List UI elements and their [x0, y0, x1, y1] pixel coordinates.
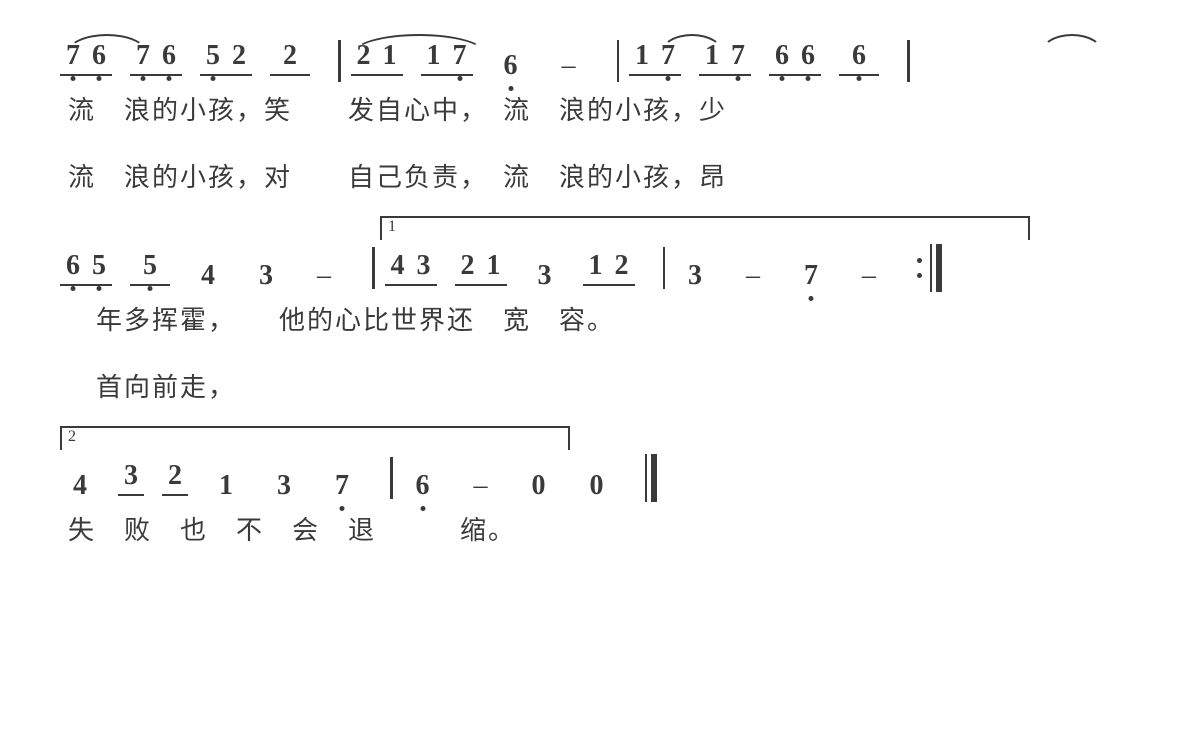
beam-group: 2	[162, 460, 188, 496]
note: 1	[629, 40, 655, 72]
notes-row: 65543–43213123–7–	[60, 244, 1140, 292]
beam-group: 17	[629, 40, 681, 76]
beam-group: 12	[583, 250, 635, 286]
notes-row: 4321376–00	[60, 454, 1140, 502]
note: 2	[226, 40, 252, 72]
note: 3	[264, 470, 304, 502]
note: 6	[491, 50, 531, 82]
note: 6	[60, 250, 86, 282]
beam-group: 17	[699, 40, 751, 76]
note: 6	[795, 40, 821, 72]
lyrics-line-1: 年多挥霍， 他的心比世界还 宽 容。	[60, 300, 1140, 337]
note: 7	[725, 40, 751, 72]
beam-group: 21	[351, 40, 403, 76]
note: 7	[655, 40, 681, 72]
note: 1	[481, 250, 507, 282]
barline	[390, 457, 393, 499]
beam-group: 66	[769, 40, 821, 76]
note: –	[849, 260, 889, 292]
note: –	[304, 260, 344, 292]
note: 6	[769, 40, 795, 72]
note: 1	[377, 40, 403, 72]
note: 3	[118, 460, 144, 492]
note: 5	[130, 250, 170, 282]
note: 6	[86, 40, 112, 72]
barline	[907, 40, 910, 82]
final-barline	[645, 454, 657, 502]
barline	[617, 40, 620, 82]
note: 3	[675, 260, 715, 292]
music-line: 767652221176–1717666流 浪的小孩，笑 发自心中， 流 浪的小…	[60, 40, 1140, 194]
lyrics-line-2: 首向前走，	[60, 367, 1140, 404]
note: 1	[206, 470, 246, 502]
note: 2	[455, 250, 481, 282]
barline	[663, 247, 666, 289]
note: 3	[246, 260, 286, 292]
beam-single: 2	[270, 40, 310, 76]
note: 2	[162, 460, 188, 492]
music-line: 24321376–00失 败 也 不 会 退 缩。	[60, 454, 1140, 617]
beam-group: 21	[455, 250, 507, 286]
note: 2	[609, 250, 635, 282]
note: 0	[577, 470, 617, 502]
note: 0	[519, 470, 559, 502]
note: 1	[583, 250, 609, 282]
note: 7	[130, 40, 156, 72]
note: 6	[839, 40, 879, 72]
note: 6	[156, 40, 182, 72]
note: 2	[351, 40, 377, 72]
note: 3	[525, 260, 565, 292]
note: 7	[791, 260, 831, 292]
note: 6	[403, 470, 443, 502]
lyrics-line-2: 流 浪的小孩，对 自己负责， 流 浪的小孩，昂	[60, 157, 1140, 194]
note: 7	[322, 470, 362, 502]
note: 2	[270, 40, 310, 72]
volta-bracket: 2	[60, 426, 570, 450]
note: 7	[60, 40, 86, 72]
note: 1	[421, 40, 447, 72]
volta-bracket: 1	[380, 216, 1030, 240]
note: 3	[411, 250, 437, 282]
beam-group: 76	[60, 40, 112, 76]
note: 5	[200, 40, 226, 72]
note: 4	[385, 250, 411, 282]
notes-row: 767652221176–1717666	[60, 40, 1140, 82]
beam-single: 6	[839, 40, 879, 76]
lyrics-line-1: 失 败 也 不 会 退 缩。	[60, 510, 1140, 547]
barline	[338, 40, 341, 82]
beam-group: 43	[385, 250, 437, 286]
note: 1	[699, 40, 725, 72]
beam-single: 5	[130, 250, 170, 286]
beam-group: 17	[421, 40, 473, 76]
note: –	[549, 50, 589, 82]
beam-group: 52	[200, 40, 252, 76]
beam-group: 65	[60, 250, 112, 286]
beam-group: 3	[118, 460, 144, 496]
note: 4	[60, 470, 100, 502]
beam-group: 76	[130, 40, 182, 76]
note: –	[733, 260, 773, 292]
note: 7	[447, 40, 473, 72]
note: 5	[86, 250, 112, 282]
note: 4	[188, 260, 228, 292]
repeat-end-barline	[917, 244, 942, 292]
lyrics-line-1: 流 浪的小孩，笑 发自心中， 流 浪的小孩，少	[60, 90, 1140, 127]
music-line: 165543–43213123–7– 年多挥霍， 他的心比世界还 宽 容。 首向…	[60, 244, 1140, 404]
barline	[372, 247, 375, 289]
note: –	[461, 470, 501, 502]
